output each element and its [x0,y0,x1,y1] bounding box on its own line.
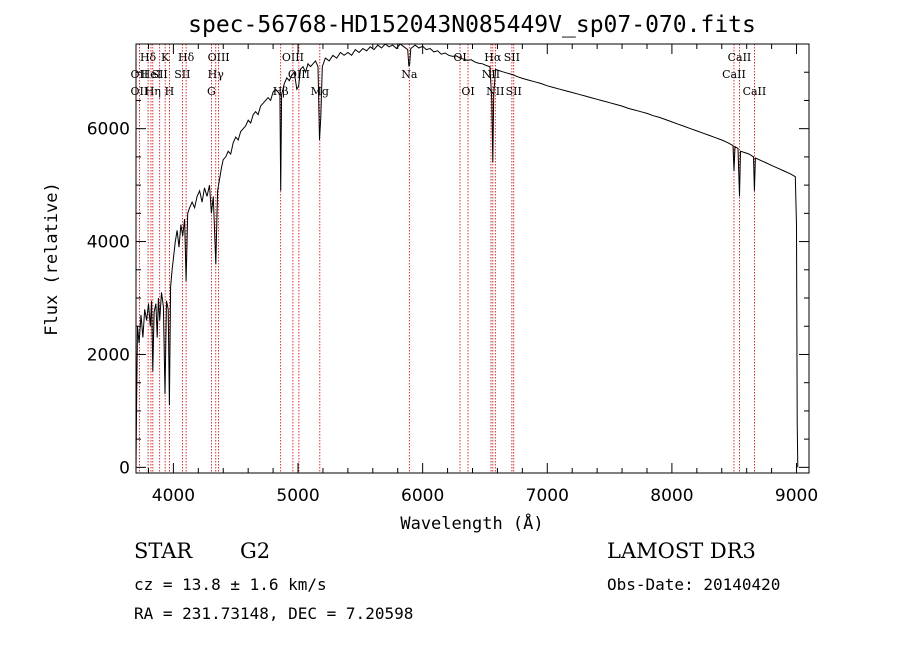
spectral-line-label: Hη [145,85,161,98]
spectral-line-label: Hδ [140,51,157,64]
spectral-line-label: Hβ [273,85,289,98]
spectral-line-label: SII [504,51,520,64]
spectral-line-label: HeI [141,68,161,81]
x-tick-label: 7000 [526,486,569,506]
spectral-line-label: Na [401,68,418,81]
plot-frame [135,43,810,474]
y-tick-label: 2000 [87,345,130,365]
spectral-line-markers [138,44,755,473]
x-tick-label: 6000 [401,486,444,506]
x-tick-label: 8000 [650,486,693,506]
coordinates: RA = 231.73148, DEC = 7.20598 [134,604,414,623]
spectral-line-label: G [207,85,216,98]
spectral-line-label: Mg [311,85,329,98]
spectral-line-label: OI [453,51,466,64]
survey-name: LAMOST DR3 [607,539,756,563]
y-tick-label: 4000 [87,233,130,253]
subclass: G2 [240,539,271,563]
obs-date: Obs-Date: 20140420 [607,575,781,594]
x-tick-label: 9000 [775,486,818,506]
flux-series-line [135,43,799,468]
redshift-value: cz = 13.8 ± 1.6 km/s [134,575,327,594]
x-axis-ticks: 4000 5000 6000 7000 8000 9000 [147,44,818,506]
spectral-line-label: Hα [484,51,502,64]
y-tick-label: 6000 [87,120,130,140]
spectral-line-label: CaII [722,68,746,81]
spectral-line-label: K [161,51,170,64]
y-axis-ticks: 0 2000 4000 6000 [87,71,809,478]
spectral-line-label: CaII [743,85,767,98]
spectral-line-label: OII [131,85,149,98]
y-tick-label: 0 [119,458,130,478]
x-tick-label: 5000 [276,486,319,506]
spectral-line-label: CaII [728,51,752,64]
spectral-line-label: OIII [288,68,310,81]
spectral-line-labels: HδOIIOIIHeIHηKSIIHHδSIIOIIIHγGOIIIOIIIHβ… [131,51,767,98]
spectral-line-label: NII [486,85,504,98]
spectral-line-label: SII [152,68,168,81]
spectral-line-label: OI [461,85,474,98]
spectral-line-label: SII [506,85,522,98]
chart-title: spec-56768-HD152043N085449V_sp07-070.fit… [188,12,756,38]
spectral-line-label: OIII [208,51,230,64]
spectral-line-label: H [165,85,175,98]
spectral-line-label: OII [131,68,149,81]
spectral-line-label: Hγ [208,68,225,81]
y-axis-label: Flux (relative) [42,182,62,336]
x-axis-label: Wavelength (Å) [400,512,543,534]
object-type: STAR [134,539,193,563]
spectral-line-label: Hδ [178,51,195,64]
spectral-line-label: OIII [282,51,304,64]
spectral-line-label: SII [174,68,190,81]
x-tick-label: 4000 [152,486,195,506]
